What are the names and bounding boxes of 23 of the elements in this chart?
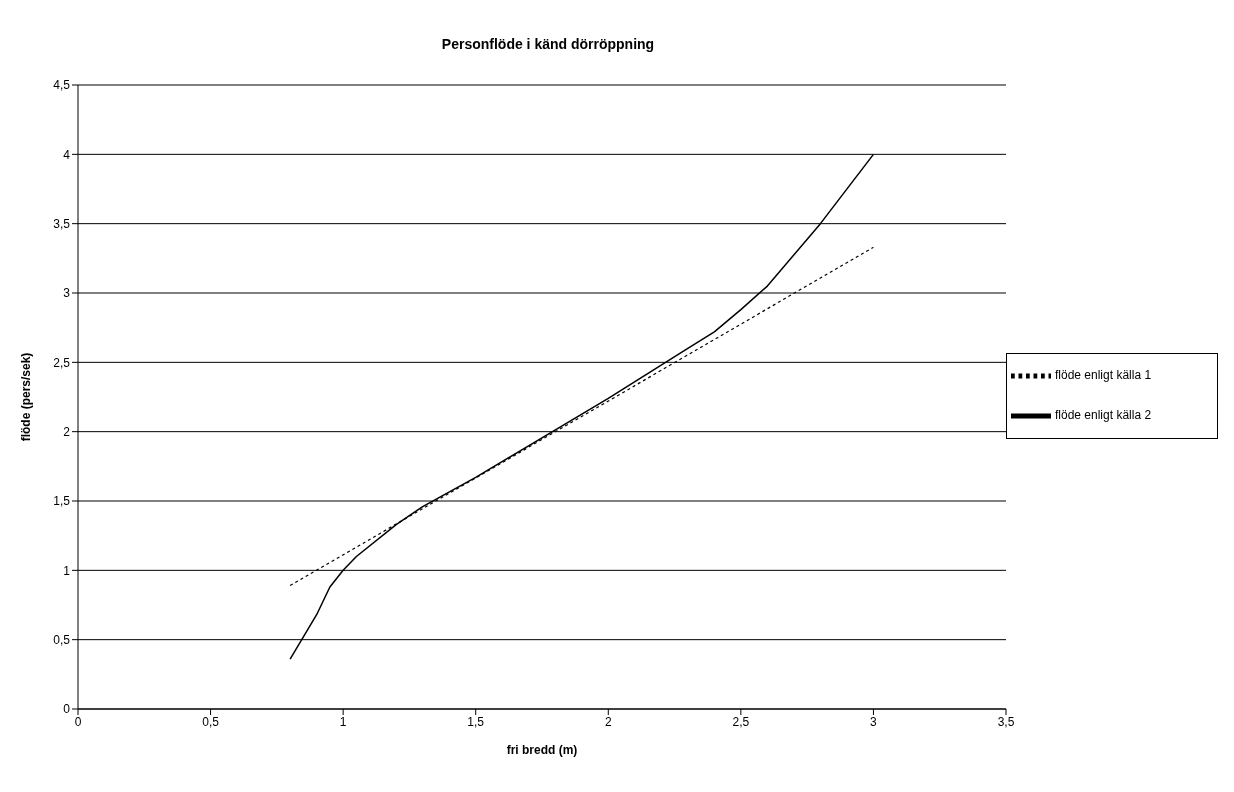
x-tick-label: 2,5: [732, 714, 750, 729]
x-tick-label: 1: [339, 714, 347, 729]
legend-label: flöde enligt källa 1: [1055, 368, 1152, 383]
x-tick-label: 0,5: [202, 714, 220, 729]
y-tick-label: 3: [63, 286, 71, 301]
y-tick-label: 4,5: [53, 78, 71, 93]
y-tick-label: 1: [63, 563, 71, 578]
y-axis-title: flöde (pers/sek): [19, 352, 34, 442]
chart-title: Personflöde i känd dörröppning: [440, 36, 656, 52]
y-tick-label: 2,5: [53, 355, 71, 370]
x-tick-label: 3: [870, 714, 878, 729]
y-tick-label: 0: [63, 702, 71, 717]
legend-label: flöde enligt källa 2: [1055, 408, 1152, 423]
y-tick-label: 4: [63, 147, 71, 162]
y-tick-label: 3,5: [53, 216, 71, 231]
x-tick-label: 3,5: [997, 714, 1015, 729]
x-tick-label: 2: [604, 714, 612, 729]
y-tick-label: 0,5: [53, 632, 71, 647]
x-tick-label: 1,5: [467, 714, 485, 729]
x-tick-label: 0: [74, 714, 82, 729]
y-tick-label: 2: [63, 424, 71, 439]
y-tick-label: 1,5: [53, 494, 71, 509]
x-axis-title: fri bredd (m): [506, 743, 578, 757]
